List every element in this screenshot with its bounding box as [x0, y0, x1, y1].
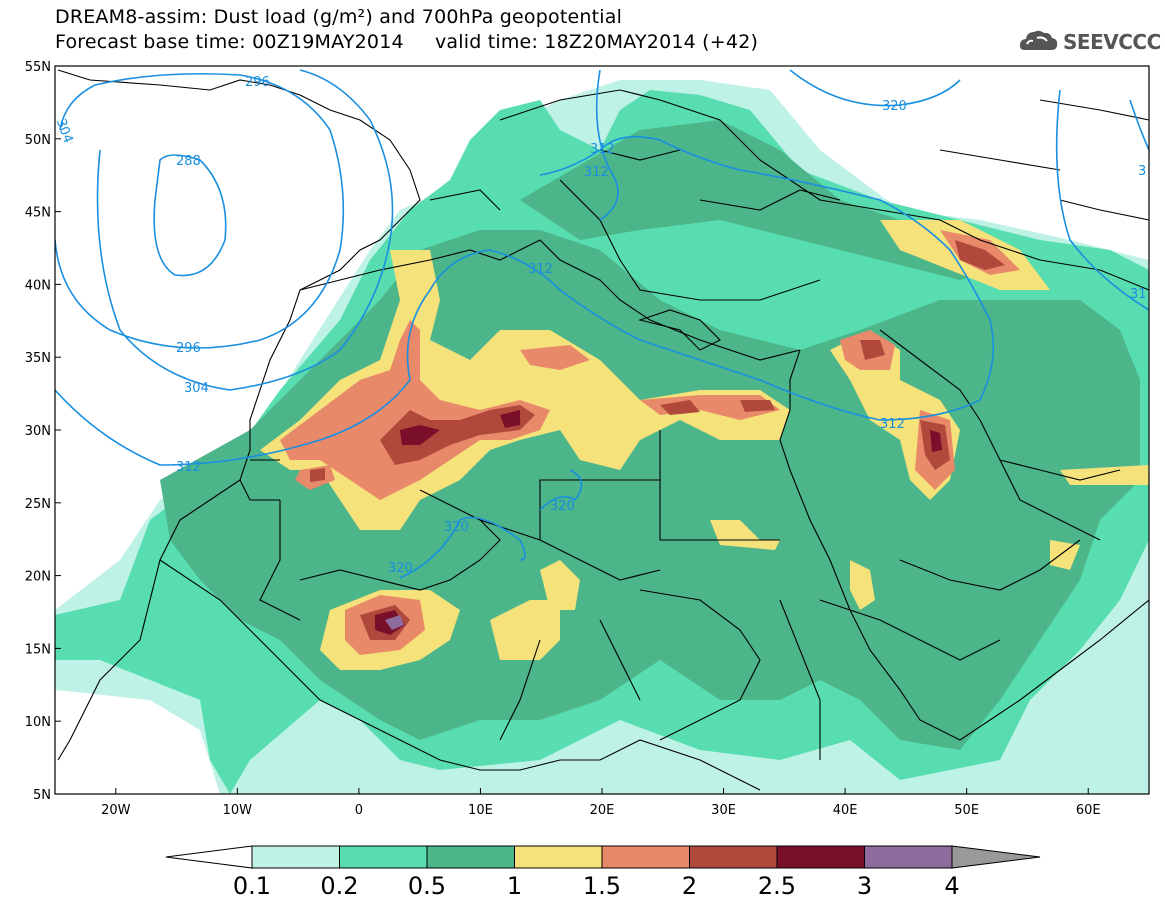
contour-label-296: 296: [245, 75, 270, 90]
contour-label-312e: 312: [584, 165, 609, 180]
lat-tick-label: 5N: [33, 788, 51, 803]
colorbar-label: 1.5: [583, 872, 621, 900]
contour-labels: 296 304 288 296 304 312 312 312 312 320 …: [53, 75, 1147, 576]
contour-label-31: 31: [1130, 287, 1147, 302]
lon-tick-label: 20E: [590, 803, 615, 818]
geopotential-contours: [55, 69, 1149, 579]
contour-label-296b: 296: [176, 341, 201, 356]
logo-text: SEEVCCC: [1063, 30, 1161, 54]
lon-tick-label: 60E: [1076, 803, 1101, 818]
lon-tick-label: 30E: [711, 803, 736, 818]
contour-label-3: 3: [1138, 164, 1146, 179]
contour-label-320b: 320: [550, 499, 575, 514]
contour-label-304b: 304: [184, 381, 209, 396]
lat-tick-label: 45N: [25, 206, 51, 221]
colorbar-label: 2.5: [758, 872, 796, 900]
lon-tick-label: 10W: [223, 803, 253, 818]
colorbar-label: 0.5: [408, 872, 446, 900]
contour-label-312a: 312: [176, 460, 201, 475]
dust-map: 296 304 288 296 304 312 312 312 312 320 …: [25, 60, 1150, 818]
lon-tick-label: 10E: [468, 803, 493, 818]
axis-ticks: 20W 10W 0 10E 20E 30E 40E 50E 60E 55N 50N 45N 40N 35N…: [25, 60, 1101, 818]
dust-level-3: [385, 615, 404, 630]
lat-tick-label: 15N: [25, 642, 51, 657]
contour-label-288: 288: [176, 154, 201, 169]
lon-tick-label: 20W: [101, 803, 131, 818]
contour-label-312b: 312: [528, 262, 553, 277]
colorbar-label: 0.1: [233, 872, 271, 900]
contour-label-320d: 320: [882, 99, 907, 114]
chart-title-line1: DREAM8-assim: Dust load (g/m²) and 700hP…: [55, 6, 623, 28]
contour-label-312d: 312: [590, 142, 615, 157]
dust-level-2: [310, 240, 1005, 640]
colorbar-label: 0.2: [320, 872, 358, 900]
colorbar-label: 2: [682, 872, 697, 900]
contour-label-320c: 320: [388, 561, 413, 576]
colorbar-label: 3: [857, 872, 872, 900]
lat-tick-label: 55N: [25, 60, 51, 75]
lat-tick-label: 50N: [25, 133, 51, 148]
contour-label-304: 304: [53, 117, 76, 145]
coastlines: [57, 69, 1149, 791]
lat-tick-label: 30N: [25, 424, 51, 439]
contour-label-312c: 312: [880, 417, 905, 432]
dust-level-2.5: [375, 410, 942, 635]
chart-title-line2: Forecast base time: 00Z19MAY2014 valid t…: [55, 31, 759, 53]
contour-label-320a: 320: [444, 520, 469, 535]
lat-tick-label: 25N: [25, 497, 51, 512]
lon-tick-label: 40E: [833, 803, 858, 818]
colorbar-label: 1: [507, 872, 522, 900]
lat-tick-label: 10N: [25, 715, 51, 730]
lat-tick-label: 35N: [25, 351, 51, 366]
lat-tick-label: 40N: [25, 278, 51, 293]
lat-tick-label: 20N: [25, 570, 51, 585]
lon-tick-label: 0: [355, 803, 363, 818]
lon-tick-label: 50E: [954, 803, 979, 818]
colorbar-label: 4: [944, 872, 959, 900]
cloud-icon: [1019, 30, 1058, 50]
